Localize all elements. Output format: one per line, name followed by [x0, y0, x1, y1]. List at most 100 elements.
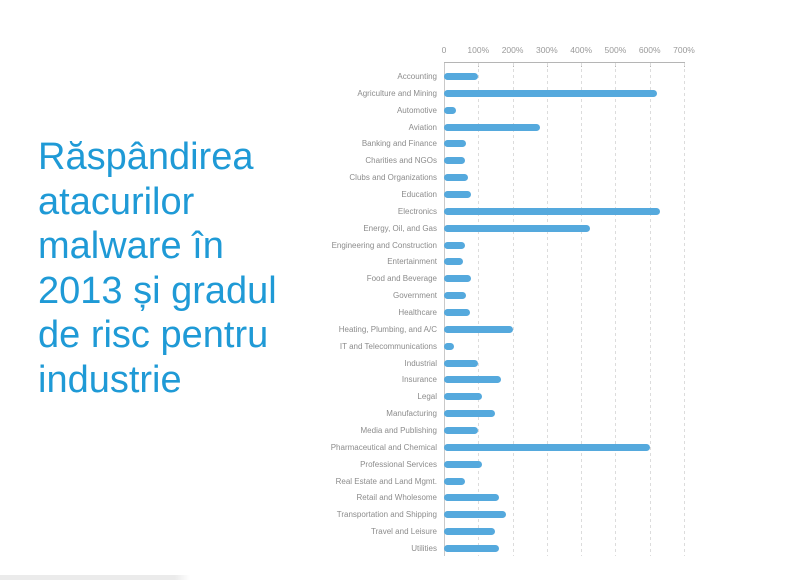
category-label: Transportation and Shipping	[336, 510, 437, 520]
bar-track	[444, 203, 684, 220]
chart-row: Manufacturing	[330, 405, 686, 422]
bar	[444, 393, 482, 401]
gridline	[649, 63, 651, 556]
chart-row: Travel and Leisure	[330, 523, 686, 540]
category-label: Healthcare	[398, 307, 437, 317]
gridline	[684, 63, 685, 556]
bar-track	[444, 135, 684, 152]
bar	[444, 528, 496, 536]
x-tick-label: 300%	[535, 45, 558, 55]
bar	[444, 359, 479, 367]
chart-row: Food and Beverage	[330, 270, 686, 287]
bar-track	[444, 355, 684, 372]
x-tick-label: 200%	[501, 45, 524, 55]
bar-track	[444, 270, 684, 287]
bar-track	[444, 489, 684, 506]
chart-row: IT and Telecommunications	[330, 338, 686, 355]
chart-row: Transportation and Shipping	[330, 506, 686, 523]
bar-track	[444, 473, 684, 490]
bar-track	[444, 186, 684, 203]
chart-rows: Accounting Agriculture and Mining Automoti…	[330, 68, 686, 557]
bar	[444, 426, 479, 434]
category-label: Professional Services	[360, 459, 437, 469]
category-label: IT and Telecommunications	[339, 341, 437, 351]
category-label: Education	[401, 189, 437, 199]
bar-track	[444, 287, 684, 304]
bar	[444, 410, 496, 418]
chart-row: Healthcare	[330, 304, 686, 321]
category-label: Travel and Leisure	[371, 527, 437, 537]
category-label: Food and Beverage	[366, 274, 437, 284]
bar-track	[444, 338, 684, 355]
category-label: Banking and Finance	[361, 139, 437, 149]
chart-row: Real Estate and Land Mgmt.	[330, 473, 686, 490]
chart-row: Government	[330, 287, 686, 304]
bar-track	[444, 422, 684, 439]
category-label: Real Estate and Land Mgmt.	[335, 476, 437, 486]
bar	[444, 258, 463, 266]
category-label: Pharmaceutical and Chemical	[330, 442, 437, 452]
chart-row: Heating, Plumbing, and A/C	[330, 321, 686, 338]
bar	[444, 72, 479, 80]
category-label: Agriculture and Mining	[357, 88, 437, 98]
bar	[444, 123, 540, 131]
chart-row: Media and Publishing	[330, 422, 686, 439]
bar	[444, 460, 482, 468]
chart-row: Pharmaceutical and Chemical	[330, 439, 686, 456]
bar	[444, 477, 465, 485]
bar-track	[444, 119, 684, 136]
bar-track	[444, 152, 684, 169]
category-label: Media and Publishing	[360, 425, 438, 435]
gridline	[615, 63, 617, 556]
chart-row: Charities and NGOs	[330, 152, 686, 169]
chart-row: Accounting	[330, 68, 686, 85]
category-label: Government	[392, 291, 437, 301]
bar-track	[444, 540, 684, 557]
malware-risk-chart: 0 100% 200% 300% 400% 500% 600% 700% Accounting…	[330, 40, 695, 562]
chart-row: Automotive	[330, 102, 686, 119]
bar	[444, 308, 470, 316]
x-tick-label: 100%	[467, 45, 490, 55]
bar-track	[444, 220, 684, 237]
chart-row: Clubs and Organizations	[330, 169, 686, 186]
chart-row: Insurance	[330, 371, 686, 388]
category-label: Electronics	[397, 206, 437, 216]
category-label: Energy, Oil, and Gas	[363, 223, 437, 233]
category-label: Accounting	[397, 71, 437, 81]
bar	[444, 544, 499, 552]
chart-row: Professional Services	[330, 456, 686, 473]
category-label: Utilities	[411, 543, 437, 553]
bar-track	[444, 102, 684, 119]
bar	[444, 342, 455, 350]
chart-row: Aviation	[330, 119, 686, 136]
category-label: Heating, Plumbing, and A/C	[338, 324, 437, 334]
bar	[444, 511, 506, 519]
bar-track	[444, 506, 684, 523]
bar	[444, 224, 590, 232]
bar	[444, 376, 501, 384]
chart-row: Entertainment	[330, 253, 686, 270]
bar-track	[444, 169, 684, 186]
bar	[444, 207, 660, 215]
bar-track	[444, 304, 684, 321]
chart-row: Legal	[330, 388, 686, 405]
bar	[444, 292, 467, 300]
bar	[444, 443, 650, 451]
bar-track	[444, 85, 684, 102]
bar-track	[444, 439, 684, 456]
category-label: Manufacturing	[386, 409, 437, 419]
bar-track	[444, 388, 684, 405]
chart-row: Industrial	[330, 355, 686, 372]
category-label: Aviation	[408, 122, 437, 132]
category-label: Automotive	[396, 105, 437, 115]
x-tick-label: 400%	[570, 45, 593, 55]
bar-track	[444, 405, 684, 422]
bar-track	[444, 253, 684, 270]
chart-row: Engineering and Construction	[330, 237, 686, 254]
x-tick-label: 0	[441, 45, 447, 55]
chart-row: Energy, Oil, and Gas	[330, 220, 686, 237]
bar	[444, 275, 472, 283]
x-tick-label: 600%	[638, 45, 661, 55]
x-tick-label: 700%	[673, 45, 695, 55]
